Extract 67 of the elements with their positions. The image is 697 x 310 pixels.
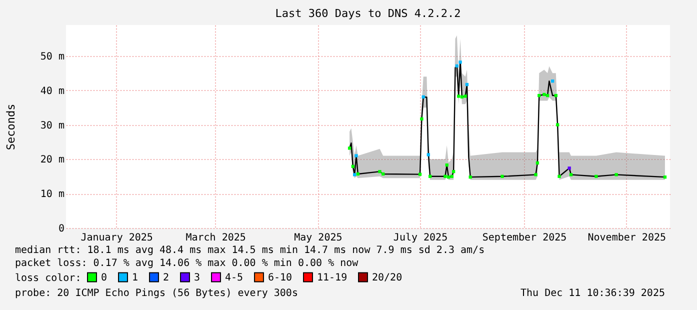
point [450,174,454,178]
x-tick-label: May 2025 [294,232,342,244]
legend-label: 11-19 [317,272,348,284]
point [348,146,352,150]
point [446,175,450,179]
point [418,172,422,176]
point [536,161,540,165]
text: packet loss: 0.17 % avg 14.06 % max 0.00 % min 0.00 % now [15,258,360,269]
legend-label: 20/20 [372,272,402,284]
point [542,92,546,96]
point [460,95,464,98]
point [594,174,598,178]
point [465,82,469,86]
point [452,170,456,174]
text: median rtt: 18.1 ms avg 48.4 ms max 14.5 ms min 14.7 ms now 7.9 ms sd 2.3 am/s [15,245,485,256]
point [558,174,561,178]
point [458,60,462,64]
y-tick-label: 30 m [40,120,64,132]
point [378,170,382,174]
y-tick-label: 40 m [40,86,64,97]
point [354,154,358,158]
chart-title: Last 360 Days to DNS 4.2.2.2 [275,7,461,20]
point [382,172,385,176]
legend-label: 6-10 [268,272,292,284]
point [546,94,550,98]
y-tick-label: 0 [58,224,64,234]
point [445,163,448,167]
line-series [348,62,666,178]
point [554,94,558,98]
point [614,173,618,176]
y-tick-label: 50 m [40,51,64,62]
point [457,94,460,98]
point [500,174,504,178]
point [569,173,573,176]
point [444,174,447,178]
point [351,164,354,168]
x-tick-label: July 2025 [393,232,448,244]
point [420,117,424,121]
point [663,175,667,179]
y-tick-label: 20 m [40,154,64,166]
y-tick-label: 10 m [40,189,64,200]
legend-label: 2 [163,272,170,284]
point [352,173,356,176]
legend-label: 0 [101,272,108,284]
point [556,123,560,126]
y-axis-title: Seconds [4,104,18,150]
point [468,175,472,179]
point [538,94,541,98]
point [568,166,571,170]
point [464,94,467,98]
x-tick-label: March 2025 [186,232,246,244]
point [426,153,430,156]
text: Thu Dec 11 10:36:39 2025 [520,288,665,299]
point [550,80,554,83]
text: probe: 20 ICMP Echo Pings (56 Bytes) every 300s [15,288,298,299]
legend-label: 3 [194,272,200,284]
x-tick-label: January 2025 [80,232,153,244]
legend-title: loss color: [15,273,82,284]
point [428,174,432,178]
point [356,172,360,176]
x-tick-label: November 2025 [588,232,666,244]
point [422,95,425,98]
point [455,64,459,68]
x-tick-label: September 2025 [482,232,567,244]
point [534,173,538,176]
legend-label: 1 [132,272,138,284]
legend-label: 4-5 [225,272,244,284]
